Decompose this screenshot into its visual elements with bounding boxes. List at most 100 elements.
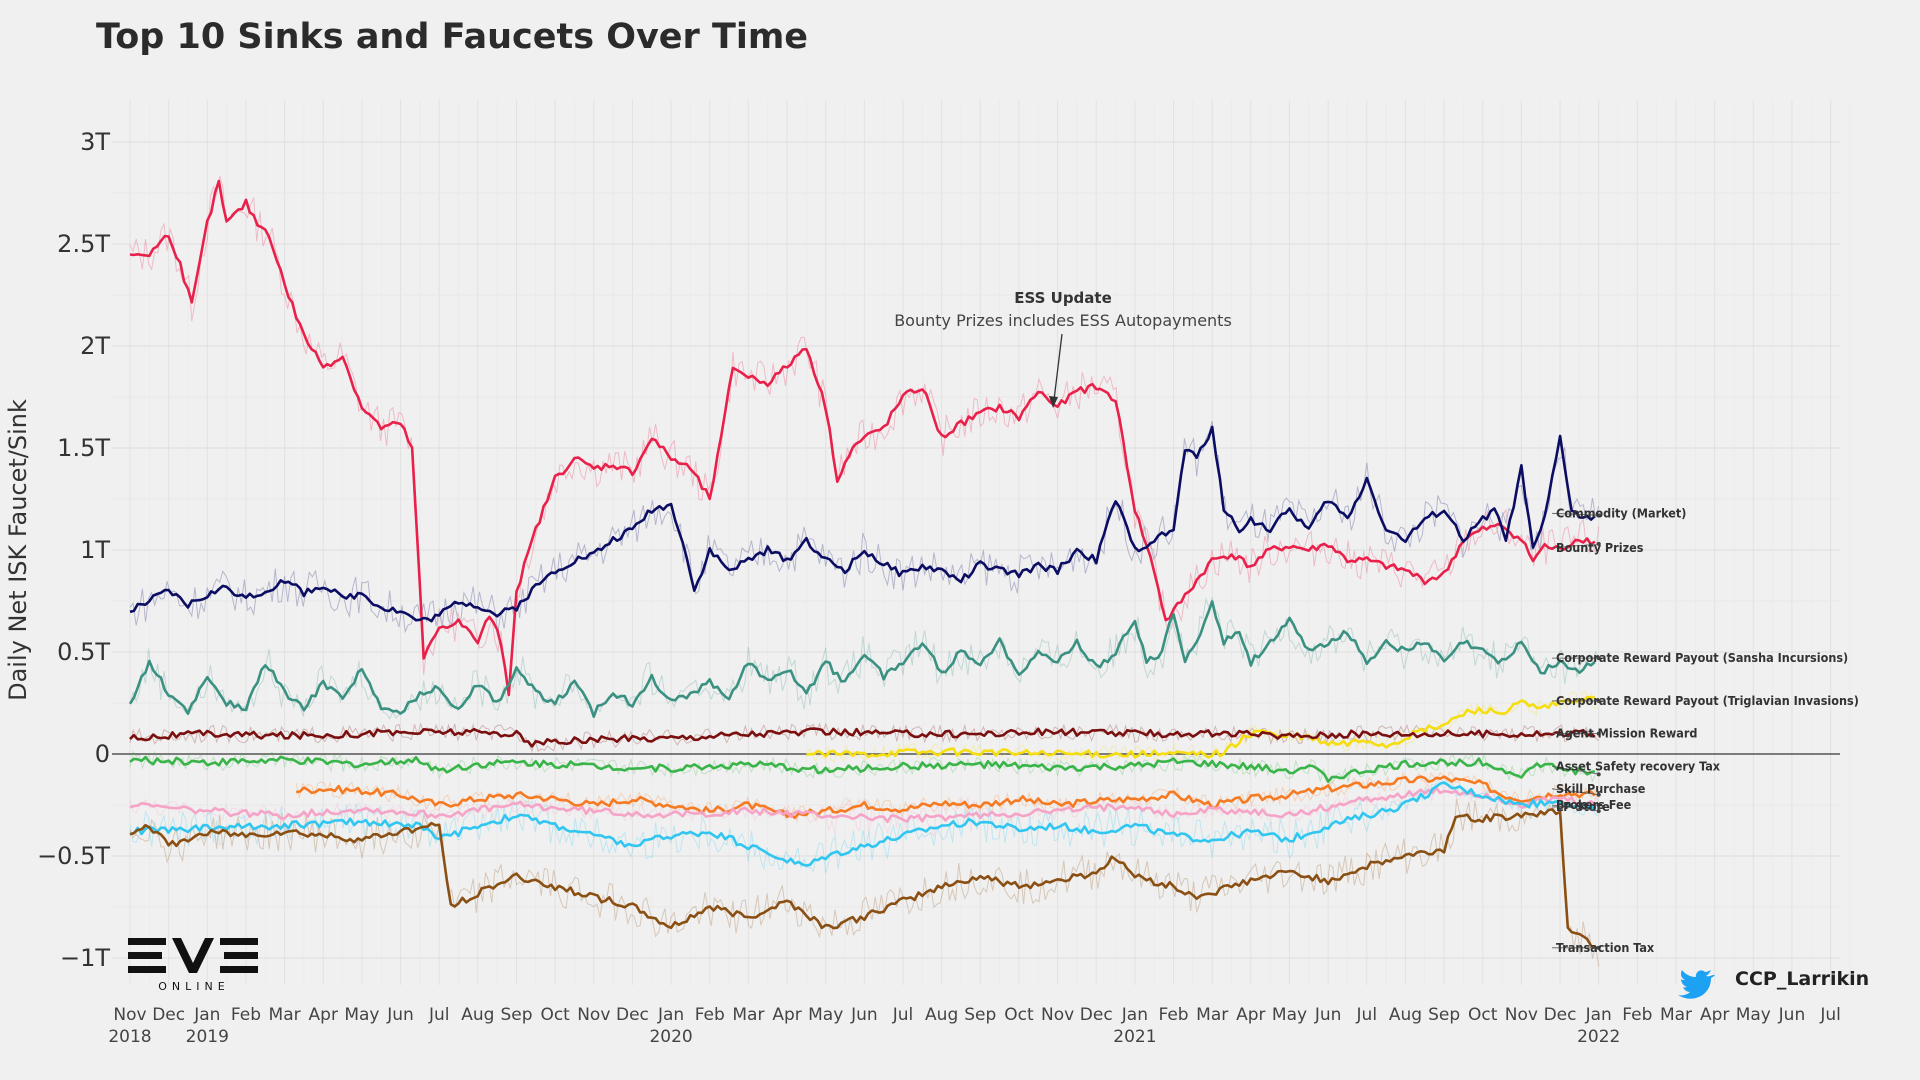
logo-v: [172, 938, 214, 973]
series-noise-line: [129, 798, 1600, 967]
x-tick-month: Nov: [577, 1005, 610, 1025]
series-end-point: [1596, 513, 1601, 518]
x-tick-month: Jan: [1585, 1005, 1612, 1025]
series-label: Commodity (Market): [1556, 505, 1686, 520]
series-label: Asset Safety recovery Tax: [1556, 758, 1721, 773]
series-line: [128, 600, 1596, 718]
y-tick-label: 2T: [80, 332, 110, 360]
series-line: [295, 775, 1596, 820]
y-tick-label: 1T: [80, 536, 110, 564]
series-line: [129, 727, 1596, 748]
x-tick-month: Jun: [1778, 1005, 1806, 1025]
series-label-leader: [1551, 512, 1601, 516]
y-tick-label: 3T: [80, 128, 110, 156]
logo-e2: [220, 938, 258, 973]
series-noise-line: [129, 778, 1599, 874]
y-axis-ticks: 3T 2.5T 2T 1.5T 1T 0.5T 0 −0.5T −1T: [37, 128, 110, 972]
x-tick-month: Nov: [1505, 1005, 1538, 1025]
x-tick-month: Feb: [1622, 1005, 1652, 1025]
twitter-handle: CCP_Larrikin: [1678, 968, 1869, 999]
annotation-text: Bounty Prizes includes ESS Autopayments: [894, 311, 1232, 330]
series-noise-line: [129, 722, 1600, 753]
x-tick-month: Jul: [892, 1005, 914, 1025]
series-label: Corporate Reward Payout (Sansha Incursio…: [1556, 650, 1848, 665]
x-tick-month: Dec: [152, 1005, 185, 1025]
x-tick-month: Mar: [269, 1005, 301, 1025]
series-line: [129, 755, 1596, 783]
eve-online-logo: ONLINE: [128, 938, 258, 993]
series-end-point: [1596, 656, 1601, 661]
series-label: Skill Purchase: [1556, 781, 1646, 796]
twitter-icon: [1678, 970, 1715, 999]
series-end-point: [1596, 772, 1601, 777]
ess-annotation: ESS Update Bounty Prizes includes ESS Au…: [894, 289, 1232, 408]
x-tick-month: Jul: [1356, 1005, 1378, 1025]
x-tick-month: Oct: [540, 1005, 570, 1025]
series-line: [129, 179, 1596, 697]
series-label-leader: [1551, 788, 1601, 796]
x-tick-month: Dec: [1544, 1005, 1577, 1025]
series-line: [806, 695, 1595, 759]
x-tick-month: Oct: [1468, 1005, 1498, 1025]
x-tick-month: Feb: [695, 1005, 725, 1025]
logo-e1: [128, 938, 166, 973]
series-label: Agent Mission Reward: [1556, 726, 1697, 741]
x-tick-month: Jun: [1314, 1005, 1342, 1025]
series-label-leader: [1551, 766, 1601, 775]
x-tick-month: May: [344, 1005, 379, 1025]
series-label-leader: [1551, 804, 1601, 812]
x-tick-month: Jun: [386, 1005, 414, 1025]
series-label: Brokers Fee: [1556, 797, 1632, 812]
series-noise-line: [129, 175, 1600, 692]
series-label: Transaction Tax: [1556, 940, 1655, 955]
x-tick-month: Nov: [113, 1005, 146, 1025]
x-tick-month: Oct: [1004, 1005, 1034, 1025]
x-tick-month: Aug: [925, 1005, 958, 1025]
x-axis-ticks: Nov Dec Jan Feb Mar Apr May Jun Jul Aug Sep Oct Nov D…: [108, 1005, 1840, 1047]
series-label: Bounty Prizes: [1556, 540, 1644, 555]
series-line: [129, 425, 1596, 623]
annotation-arrow: [1053, 333, 1063, 401]
series: [128, 179, 1596, 949]
series-end-point: [1596, 731, 1601, 736]
series-line: [129, 786, 1596, 824]
handle-text: CCP_Larrikin: [1735, 968, 1869, 990]
x-tick-month: Feb: [231, 1005, 261, 1025]
chart-title: Top 10 Sinks and Faucets Over Time: [96, 17, 808, 57]
series-label-leader: [1551, 543, 1601, 549]
series-end-point: [1596, 945, 1601, 950]
x-tick-month: May: [1736, 1005, 1771, 1025]
series-end-point: [1596, 809, 1601, 814]
x-tick-year: 2019: [186, 1027, 229, 1047]
series-label-leader: [1551, 804, 1601, 808]
y-tick-label: −0.5T: [37, 842, 110, 870]
x-tick-year: 2021: [1113, 1027, 1156, 1047]
x-tick-month: Jan: [193, 1005, 220, 1025]
x-tick-month: Apr: [309, 1005, 338, 1025]
x-tick-year: 2018: [108, 1027, 151, 1047]
annotation-title: ESS Update: [1014, 289, 1112, 307]
x-tick-month: Sep: [1428, 1005, 1460, 1025]
x-tick-year: 2020: [649, 1027, 692, 1047]
x-tick-month: Sep: [964, 1005, 996, 1025]
x-tick-month: Mar: [732, 1005, 764, 1025]
x-tick-month: May: [1272, 1005, 1307, 1025]
x-tick-month: Jul: [1819, 1005, 1841, 1025]
x-tick-month: Mar: [1196, 1005, 1228, 1025]
series-label: Corporate Reward Payout (Triglavian Inva…: [1556, 693, 1859, 708]
x-tick-month: May: [808, 1005, 843, 1025]
x-tick-month: Dec: [1080, 1005, 1113, 1025]
annotation-arrowhead: [1049, 396, 1058, 408]
x-tick-month: Jun: [850, 1005, 878, 1025]
x-tick-month: Jan: [1121, 1005, 1148, 1025]
x-tick-month: Apr: [772, 1005, 801, 1025]
series-end-point: [1596, 541, 1601, 546]
x-tick-month: Jul: [428, 1005, 450, 1025]
series-end-point: [1596, 792, 1601, 797]
logo-subtitle: ONLINE: [158, 980, 229, 993]
series-line: [129, 781, 1596, 867]
y-tick-label: 0.5T: [57, 638, 110, 666]
y-axis-label: Daily Net ISK Faucet/Sink: [4, 399, 32, 701]
x-tick-month: Sep: [500, 1005, 532, 1025]
series-line: [129, 808, 1596, 949]
